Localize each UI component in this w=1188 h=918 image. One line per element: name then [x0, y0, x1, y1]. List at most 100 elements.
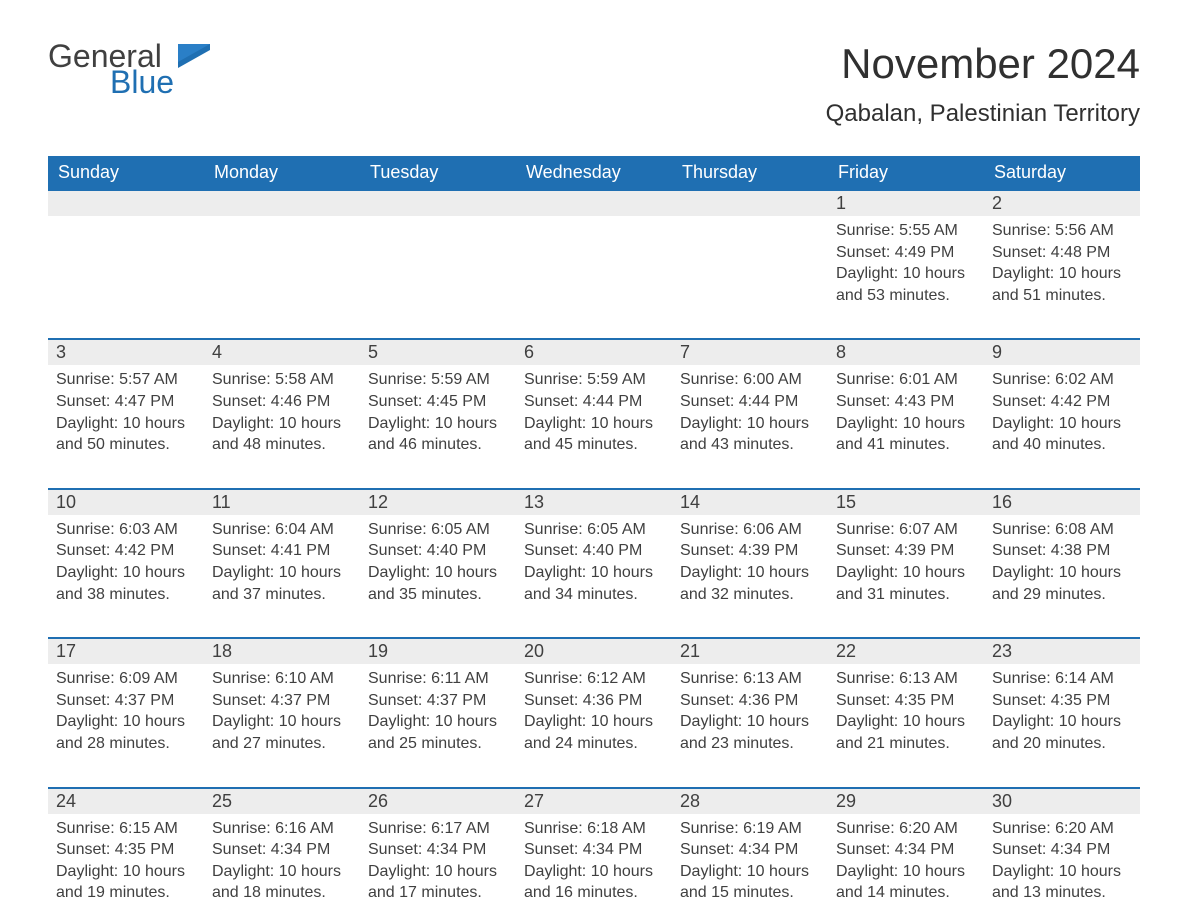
daylight-text: Daylight: 10 hours and 32 minutes. — [680, 562, 820, 605]
daylight-text: Daylight: 10 hours and 40 minutes. — [992, 413, 1132, 456]
day-number: 21 — [672, 638, 828, 664]
day-number: 9 — [984, 339, 1140, 365]
day-number: 11 — [204, 489, 360, 515]
sunrise-text: Sunrise: 5:59 AM — [368, 369, 508, 391]
sunset-text: Sunset: 4:39 PM — [680, 540, 820, 562]
month-title: November 2024 — [826, 40, 1140, 88]
day-detail: Sunrise: 6:03 AMSunset: 4:42 PMDaylight:… — [48, 515, 204, 638]
sunrise-text: Sunrise: 6:07 AM — [836, 519, 976, 541]
daylight-text: Daylight: 10 hours and 53 minutes. — [836, 263, 976, 306]
daylight-text: Daylight: 10 hours and 16 minutes. — [524, 861, 664, 904]
dayheader-tue: Tuesday — [360, 156, 516, 190]
dayheader-sun: Sunday — [48, 156, 204, 190]
daylight-text: Daylight: 10 hours and 48 minutes. — [212, 413, 352, 456]
daynum-row: 24252627282930 — [48, 788, 1140, 814]
daylight-text: Daylight: 10 hours and 34 minutes. — [524, 562, 664, 605]
day-detail: Sunrise: 6:18 AMSunset: 4:34 PMDaylight:… — [516, 814, 672, 912]
sunset-text: Sunset: 4:34 PM — [524, 839, 664, 861]
empty-cell — [516, 190, 672, 216]
logo-flag-icon — [178, 44, 210, 72]
empty-cell — [48, 216, 204, 339]
sunrise-text: Sunrise: 5:59 AM — [524, 369, 664, 391]
sunrise-text: Sunrise: 6:18 AM — [524, 818, 664, 840]
daylight-text: Daylight: 10 hours and 46 minutes. — [368, 413, 508, 456]
daynum-row: 3456789 — [48, 339, 1140, 365]
sunset-text: Sunset: 4:36 PM — [680, 690, 820, 712]
day-number: 25 — [204, 788, 360, 814]
sunrise-text: Sunrise: 6:19 AM — [680, 818, 820, 840]
sunset-text: Sunset: 4:48 PM — [992, 242, 1132, 264]
daylight-text: Daylight: 10 hours and 24 minutes. — [524, 711, 664, 754]
sunset-text: Sunset: 4:38 PM — [992, 540, 1132, 562]
day-number: 24 — [48, 788, 204, 814]
sunrise-text: Sunrise: 5:58 AM — [212, 369, 352, 391]
daynum-row: 12 — [48, 190, 1140, 216]
day-number: 28 — [672, 788, 828, 814]
detail-row: Sunrise: 6:09 AMSunset: 4:37 PMDaylight:… — [48, 664, 1140, 787]
day-detail: Sunrise: 6:05 AMSunset: 4:40 PMDaylight:… — [516, 515, 672, 638]
sunset-text: Sunset: 4:34 PM — [212, 839, 352, 861]
calendar-body: 12Sunrise: 5:55 AMSunset: 4:49 PMDayligh… — [48, 190, 1140, 912]
sunrise-text: Sunrise: 6:20 AM — [836, 818, 976, 840]
day-detail: Sunrise: 6:04 AMSunset: 4:41 PMDaylight:… — [204, 515, 360, 638]
sunrise-text: Sunrise: 6:02 AM — [992, 369, 1132, 391]
sunset-text: Sunset: 4:46 PM — [212, 391, 352, 413]
empty-cell — [672, 216, 828, 339]
empty-cell — [360, 216, 516, 339]
day-detail: Sunrise: 6:17 AMSunset: 4:34 PMDaylight:… — [360, 814, 516, 912]
day-detail: Sunrise: 5:59 AMSunset: 4:44 PMDaylight:… — [516, 365, 672, 488]
day-number: 23 — [984, 638, 1140, 664]
sunset-text: Sunset: 4:47 PM — [56, 391, 196, 413]
day-number: 13 — [516, 489, 672, 515]
daylight-text: Daylight: 10 hours and 50 minutes. — [56, 413, 196, 456]
empty-cell — [672, 190, 828, 216]
day-detail: Sunrise: 6:02 AMSunset: 4:42 PMDaylight:… — [984, 365, 1140, 488]
sunrise-text: Sunrise: 6:05 AM — [524, 519, 664, 541]
sunrise-text: Sunrise: 6:20 AM — [992, 818, 1132, 840]
day-header-row: Sunday Monday Tuesday Wednesday Thursday… — [48, 156, 1140, 190]
sunrise-text: Sunrise: 5:56 AM — [992, 220, 1132, 242]
day-number: 6 — [516, 339, 672, 365]
sunset-text: Sunset: 4:39 PM — [836, 540, 976, 562]
day-number: 12 — [360, 489, 516, 515]
detail-row: Sunrise: 5:57 AMSunset: 4:47 PMDaylight:… — [48, 365, 1140, 488]
sunrise-text: Sunrise: 6:11 AM — [368, 668, 508, 690]
sunset-text: Sunset: 4:45 PM — [368, 391, 508, 413]
day-detail: Sunrise: 6:16 AMSunset: 4:34 PMDaylight:… — [204, 814, 360, 912]
sunrise-text: Sunrise: 6:03 AM — [56, 519, 196, 541]
sunrise-text: Sunrise: 6:01 AM — [836, 369, 976, 391]
dayheader-thu: Thursday — [672, 156, 828, 190]
day-number: 7 — [672, 339, 828, 365]
daylight-text: Daylight: 10 hours and 51 minutes. — [992, 263, 1132, 306]
day-detail: Sunrise: 5:59 AMSunset: 4:45 PMDaylight:… — [360, 365, 516, 488]
day-detail: Sunrise: 6:01 AMSunset: 4:43 PMDaylight:… — [828, 365, 984, 488]
day-number: 20 — [516, 638, 672, 664]
sunrise-text: Sunrise: 6:10 AM — [212, 668, 352, 690]
daylight-text: Daylight: 10 hours and 18 minutes. — [212, 861, 352, 904]
sunset-text: Sunset: 4:34 PM — [992, 839, 1132, 861]
sunrise-text: Sunrise: 6:13 AM — [836, 668, 976, 690]
daynum-row: 17181920212223 — [48, 638, 1140, 664]
sunrise-text: Sunrise: 6:05 AM — [368, 519, 508, 541]
sunset-text: Sunset: 4:42 PM — [56, 540, 196, 562]
daylight-text: Daylight: 10 hours and 35 minutes. — [368, 562, 508, 605]
daylight-text: Daylight: 10 hours and 19 minutes. — [56, 861, 196, 904]
logo-blue: Blue — [110, 66, 174, 98]
daylight-text: Daylight: 10 hours and 45 minutes. — [524, 413, 664, 456]
sunrise-text: Sunrise: 6:00 AM — [680, 369, 820, 391]
sunset-text: Sunset: 4:49 PM — [836, 242, 976, 264]
daylight-text: Daylight: 10 hours and 28 minutes. — [56, 711, 196, 754]
sunset-text: Sunset: 4:44 PM — [680, 391, 820, 413]
day-number: 16 — [984, 489, 1140, 515]
day-detail: Sunrise: 6:08 AMSunset: 4:38 PMDaylight:… — [984, 515, 1140, 638]
day-detail: Sunrise: 6:06 AMSunset: 4:39 PMDaylight:… — [672, 515, 828, 638]
daynum-row: 10111213141516 — [48, 489, 1140, 515]
sunset-text: Sunset: 4:35 PM — [992, 690, 1132, 712]
day-number: 1 — [828, 190, 984, 216]
sunset-text: Sunset: 4:34 PM — [680, 839, 820, 861]
empty-cell — [48, 190, 204, 216]
sunrise-text: Sunrise: 6:04 AM — [212, 519, 352, 541]
day-detail: Sunrise: 6:20 AMSunset: 4:34 PMDaylight:… — [984, 814, 1140, 912]
day-number: 29 — [828, 788, 984, 814]
day-detail: Sunrise: 6:00 AMSunset: 4:44 PMDaylight:… — [672, 365, 828, 488]
